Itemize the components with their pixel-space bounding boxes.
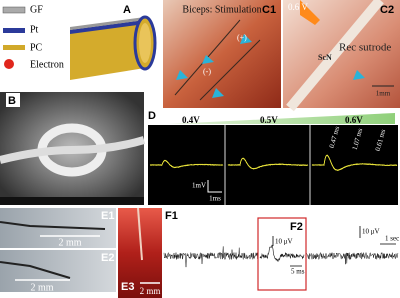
thread: [0, 136, 146, 164]
panel-label: E3: [121, 281, 134, 293]
needle: [0, 261, 71, 279]
polarity: (+): [237, 33, 247, 42]
pc-icon: [3, 45, 25, 50]
needle: [0, 221, 106, 230]
legend-label: GF: [30, 4, 43, 15]
arrow: [212, 88, 224, 98]
photo: [163, 0, 281, 108]
photo: [0, 250, 116, 292]
needle: [137, 207, 143, 261]
trace: [227, 157, 309, 170]
panel-e: 2 mm 2 mm E1 E2 2 mm E3: [0, 207, 162, 298]
scale-bar: [272, 236, 302, 267]
arrow: [202, 55, 214, 64]
panel-label: F2: [290, 221, 303, 233]
scale-label: 1 sec: [385, 235, 399, 243]
scale-label: 5 ms: [291, 268, 305, 276]
electron-icon: [4, 59, 14, 69]
panel-c2: 0.6 V Rec sutrode ScN 1mm C2: [283, 0, 400, 112]
panel-label: C1: [262, 4, 276, 16]
panel-label: A: [123, 4, 131, 16]
scale-label: 1mV: [192, 182, 206, 190]
pt-icon: [3, 28, 25, 33]
trace: [149, 159, 223, 169]
panel-a: GF Pt PC Electron A: [2, 4, 157, 80]
gf-icon: [2, 6, 26, 14]
cylinder-gf: [70, 17, 145, 30]
caption: Biceps: Stimulation: [182, 4, 261, 15]
scale-label: 10 μV: [362, 228, 380, 236]
panel-d: D 0.4V 0.5V 0.6V 0.47 ms 1.07 ms 0.61 ms…: [148, 110, 398, 205]
voltage-label: 0.4V: [182, 115, 200, 125]
annotation: Rec sutrode: [339, 42, 391, 54]
label-bg: [6, 93, 20, 107]
arrow: [240, 34, 252, 44]
arrow: [176, 70, 188, 80]
scale-label: 2 mm: [30, 282, 53, 293]
nerve-label: ScN: [318, 53, 332, 62]
scale-label: 1ms: [209, 195, 221, 203]
panel-label: B: [8, 95, 16, 107]
cylinder-body: [70, 20, 145, 80]
scale-label: 10 μV: [275, 238, 293, 246]
cylinder-pt: [70, 20, 145, 34]
scale-label: 1mm: [376, 90, 391, 98]
voltage-ramp: [168, 113, 395, 124]
scale-bar: [359, 226, 396, 245]
cylinder-core: [139, 23, 151, 63]
legend-label: PC: [30, 42, 43, 53]
panel-c1: Biceps: Stimulation (+) (-) C1: [163, 0, 281, 108]
panel-f: F1 F2 10 μV 5 ms 10 μV 1 sec: [163, 210, 399, 291]
legend-label: Electron: [30, 59, 64, 70]
panel-label: C2: [380, 4, 394, 16]
arrow: [353, 70, 365, 80]
panel-label: F1: [165, 210, 178, 222]
legend-label: Pt: [30, 24, 39, 35]
voltage-label: 0.5V: [260, 115, 278, 125]
voltage-label: 0.6V: [345, 115, 363, 125]
electrode: [300, 0, 320, 25]
panel-label: D: [148, 110, 156, 122]
scale-label: 2 mm: [140, 286, 161, 296]
panel-b: B: [0, 92, 146, 205]
scale-label: 2 mm: [58, 237, 81, 248]
voltage: 0.6 V: [288, 2, 308, 12]
inset-box: [257, 217, 307, 291]
panel-label: E1: [101, 210, 114, 222]
polarity: (-): [203, 67, 211, 76]
trace: [311, 154, 398, 171]
info-bar: [0, 197, 144, 205]
scale-bar: [207, 180, 222, 193]
panel-label: E2: [101, 252, 114, 264]
nerve: [286, 0, 384, 112]
trace: [259, 244, 305, 262]
